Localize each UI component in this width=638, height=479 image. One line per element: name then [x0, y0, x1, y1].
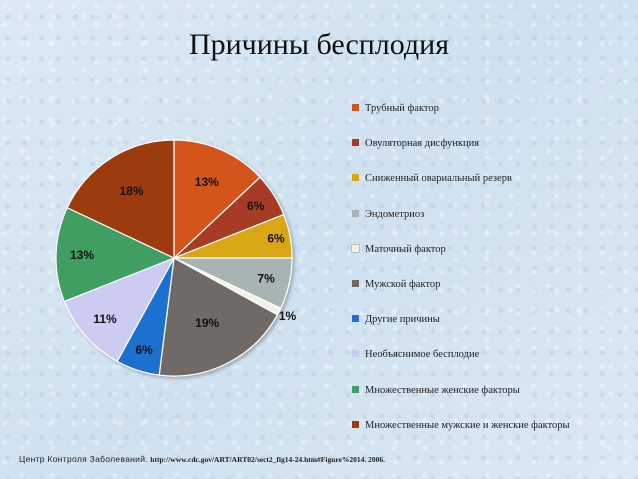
legend-swatch [352, 280, 359, 288]
legend-item: Овуляторная дисфункция [352, 138, 479, 152]
legend-item: Множественные женские факторы [352, 385, 520, 399]
legend-item: Эндометриоз [352, 209, 424, 223]
legend-item: Сниженный овариальный резерв [352, 173, 512, 187]
legend-item: Множественные мужские и женские факторы [352, 420, 570, 434]
pie-slice [63, 256, 176, 363]
slice-label: 6% [267, 232, 285, 246]
legend-item: Трубный фактор [352, 103, 439, 117]
slice-label: 6% [135, 343, 153, 357]
slice-label: 6% [247, 199, 265, 213]
slice-label: 11% [93, 312, 117, 326]
pie-slice [158, 257, 279, 377]
legend-swatch [351, 243, 360, 253]
legend-swatch [352, 385, 359, 393]
legend-swatch [352, 139, 359, 147]
slide-title: Причины бесплодия [188, 28, 450, 61]
legend-label: Множественные женские факторы [365, 384, 520, 396]
legend-item: Необъяснимое бесплодие [352, 349, 479, 363]
legend-label: Множественные мужские и женские факторы [365, 419, 570, 431]
legend-label: Трубный фактор [365, 103, 439, 115]
legend-label: Сниженный овариальный резерв [365, 173, 512, 185]
legend-swatch [352, 420, 359, 428]
slice-label: 13% [195, 175, 219, 189]
legend-label: Эндометриоз [365, 208, 425, 220]
legend-item: Маточный фактор [351, 243, 446, 258]
slice-label: 13% [70, 248, 94, 262]
legend-swatch [352, 315, 359, 323]
legend-label: Овуляторная дисфункция [365, 138, 480, 150]
legend-swatch [352, 209, 359, 217]
pie-slice [55, 206, 176, 303]
footer-source: Центр Контроля Заболеваний. [19, 454, 148, 464]
legend-label: Мужской фактор [365, 279, 441, 291]
slice-label: 19% [195, 316, 219, 330]
legend-label: Другие причины [365, 314, 440, 326]
slice-label: 1% [279, 309, 297, 323]
legend-swatch [352, 350, 359, 358]
legend-label: Необъяснимое бесплодие [365, 349, 480, 361]
pie-slice [173, 139, 261, 260]
legend-label: Маточный фактор [365, 243, 446, 255]
pie-slice [66, 139, 175, 259]
legend-swatch [352, 174, 359, 182]
footer-url: http://www.cdc.gov/ART/ART02/sect2_fig14… [150, 455, 386, 464]
legend-swatch [352, 104, 359, 112]
legend-item: Другие причины [352, 314, 440, 328]
slice-label: 18% [120, 184, 144, 198]
legend-item: Мужской фактор [352, 279, 440, 293]
source-footer: Центр Контроля Заболеваний. http://www.c… [19, 454, 385, 464]
slice-label: 7% [257, 272, 275, 286]
